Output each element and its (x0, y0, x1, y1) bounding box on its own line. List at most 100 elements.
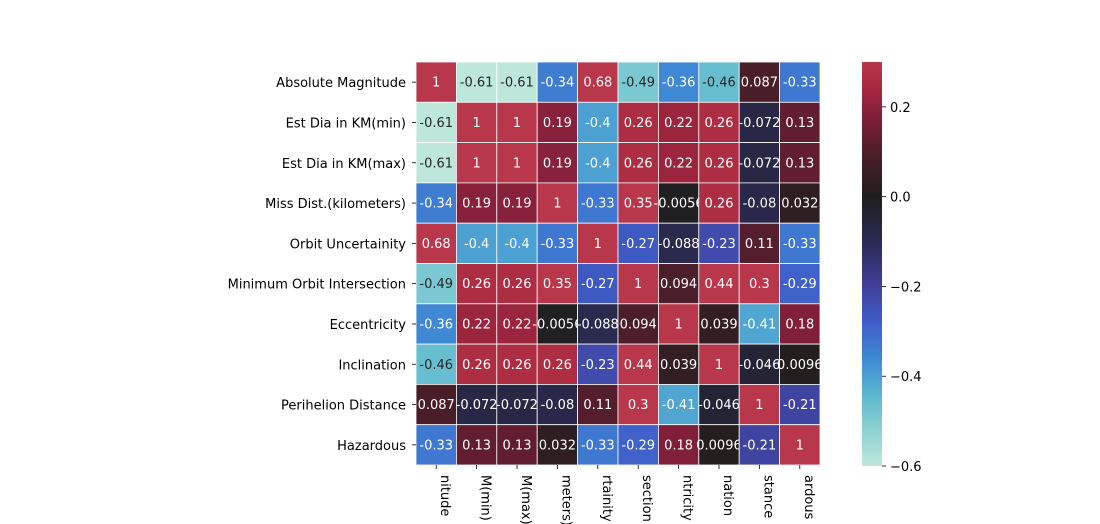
cell-annotation: 0.68 (422, 237, 451, 252)
heatmap-cell (738, 383, 781, 426)
cell-annotation: 0.22 (462, 317, 491, 332)
cell-annotation: 0.22 (664, 116, 693, 131)
heatmap-cell (536, 263, 579, 305)
cell-annotation: -0.21 (743, 438, 777, 453)
cell-annotation: 1 (432, 76, 440, 91)
cell-annotation: 0.13 (785, 116, 814, 131)
heatmap-cell (496, 343, 538, 385)
cell-annotation: -0.33 (541, 237, 575, 252)
heatmap-cell (536, 343, 579, 385)
colorbar: 0.2 0.0 −0.2 −0.4 −0.6 (862, 62, 922, 475)
cell-annotation: 0.087 (741, 76, 778, 91)
heatmap-cell (658, 424, 700, 466)
colorbar-tick-label: −0.2 (890, 280, 922, 295)
cell-annotation: -0.29 (783, 277, 817, 292)
cell-annotation: -0.61 (460, 76, 494, 91)
heatmap-cell (658, 303, 700, 345)
heatmap-cell (455, 142, 498, 184)
heatmap-cell (658, 222, 700, 264)
heatmap-cell (779, 343, 821, 385)
heatmap-cell (779, 61, 821, 103)
heatmap-cells: 1 -0.61 -0.61 -0.34 0.68 -0.49 -0.36 -0.46 0.087… (415, 61, 823, 466)
cell-annotation: 0.26 (462, 277, 491, 292)
heatmap-cell (779, 303, 821, 345)
heatmap-cell (617, 222, 659, 264)
row-label: Hazardous (337, 439, 406, 454)
cell-annotation: 0.032 (539, 438, 576, 453)
cell-annotation: -0.08 (743, 197, 777, 212)
heatmap-cell (698, 303, 740, 345)
heatmap-cell (496, 142, 538, 184)
heatmap-cell (698, 383, 740, 426)
heatmap-cell (455, 343, 498, 385)
cell-annotation: 0.22 (503, 317, 532, 332)
heatmap-cell (658, 101, 700, 144)
cell-annotation: 0.13 (785, 156, 814, 171)
heatmap-cell (415, 303, 457, 345)
heatmap-cell (415, 182, 457, 224)
cell-annotation: -0.072 (738, 116, 780, 131)
cell-annotation: -0.33 (783, 237, 817, 252)
cell-annotation: 0.19 (503, 197, 532, 212)
heatmap-cell (738, 142, 781, 184)
cell-annotation: -0.34 (419, 197, 453, 212)
cell-annotation: -0.27 (621, 237, 655, 252)
cell-annotation: -0.08 (541, 398, 575, 413)
cell-annotation: -0.49 (621, 76, 655, 91)
heatmap-cell (617, 303, 659, 345)
cell-annotation: 1 (796, 438, 804, 453)
cell-annotation: 1 (715, 358, 723, 373)
heatmap-cell (496, 263, 538, 305)
heatmap-cell (779, 101, 821, 144)
colorbar-tick-label: −0.6 (890, 460, 922, 475)
colorbar-gradient (862, 62, 882, 466)
cell-annotation: -0.36 (662, 76, 696, 91)
heatmap-cell (415, 61, 457, 103)
row-label: Miss Dist.(kilometers) (265, 197, 406, 212)
heatmap-cell (536, 101, 579, 144)
cell-annotation: 0.039 (660, 358, 697, 373)
column-label: nation (720, 475, 735, 516)
row-label: Est Dia in KM(max) (282, 157, 406, 172)
heatmap-cell (415, 263, 457, 305)
cell-annotation: -0.36 (419, 317, 453, 332)
heatmap-cell (617, 61, 659, 103)
cell-annotation: 0.039 (700, 317, 737, 332)
cell-annotation: 1 (472, 156, 480, 171)
heatmap-cell (658, 182, 700, 224)
cell-annotation: 1 (472, 116, 480, 131)
column-label: M(min) (478, 475, 493, 521)
cell-annotation: 0.18 (785, 317, 814, 332)
cell-annotation: 1 (674, 317, 682, 332)
cell-annotation: 0.22 (664, 156, 693, 171)
cell-annotation: 0.094 (620, 317, 657, 332)
heatmap-cell (738, 303, 781, 345)
cell-annotation: 0.26 (705, 197, 734, 212)
cell-annotation: 1 (513, 116, 521, 131)
cell-annotation: -0.4 (504, 237, 529, 252)
heatmap-cell (617, 424, 659, 466)
cell-annotation: 0.087 (418, 398, 455, 413)
cell-annotation: 0.35 (624, 197, 653, 212)
cell-annotation: 0.13 (503, 438, 532, 453)
heatmap-cell (496, 61, 538, 103)
cell-annotation: 0.44 (624, 358, 653, 373)
cell-annotation: 0.11 (745, 237, 774, 252)
cell-annotation: -0.27 (581, 277, 615, 292)
cell-annotation: -0.61 (419, 116, 453, 131)
cell-annotation: 1 (755, 398, 763, 413)
row-label: Est Dia in KM(min) (286, 116, 406, 131)
heatmap-cell (779, 182, 821, 224)
heatmap-cell (738, 263, 781, 305)
heatmap-cell (577, 263, 619, 305)
heatmap-cell (617, 182, 659, 224)
heatmap-cell (698, 61, 740, 103)
heatmap-cell (577, 424, 619, 466)
cell-annotation: -0.4 (585, 156, 610, 171)
cell-annotation: 0.032 (781, 197, 818, 212)
cell-annotation: -0.088 (658, 237, 700, 252)
cell-annotation: 1 (594, 237, 602, 252)
cell-annotation: 0.19 (543, 116, 572, 131)
cell-annotation: 0.26 (705, 116, 734, 131)
column-label: ntricity (680, 475, 695, 521)
